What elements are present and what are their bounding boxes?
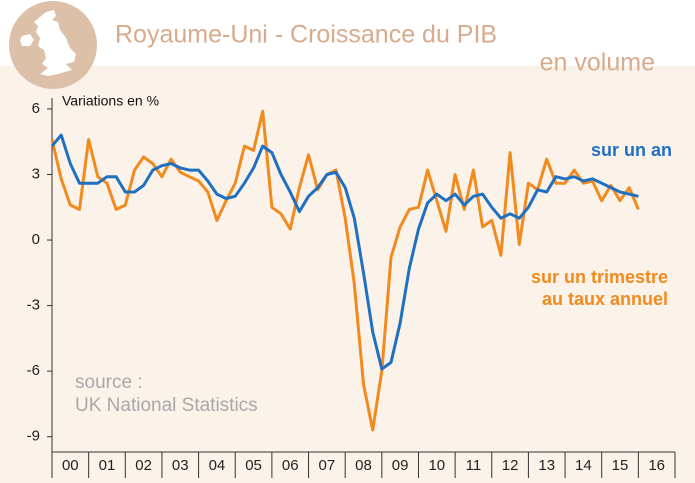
legend-label: sur un trimestre [531,267,668,287]
x-tick-label: 10 [428,457,445,474]
y-tick-label: -3 [27,297,40,314]
x-tick-label: 09 [392,457,409,474]
x-tick-label: 08 [355,457,372,474]
x-tick-label: 13 [538,457,555,474]
x-tick-label: 02 [135,457,152,474]
x-tick-label: 03 [172,457,189,474]
x-tick-label: 14 [575,457,592,474]
x-tick-label: 04 [209,457,226,474]
source-label: source : [75,372,143,393]
chart-title: Royaume-Uni - Croissance du PIB [115,21,497,49]
y-tick-label: -9 [27,428,40,445]
y-axis-label: Variations en % [62,93,159,109]
chart-subtitle: en volume [540,49,655,77]
x-tick-label: 05 [245,457,262,474]
series-line [50,109,640,432]
series-line [50,133,639,371]
y-tick-label: 0 [32,231,40,248]
x-tick-label: 06 [282,457,299,474]
plot-background [0,66,695,483]
legend-label: au taux annuel [542,289,668,309]
x-tick-label: 01 [99,457,116,474]
source-label: UK National Statistics [75,395,258,416]
y-tick-label: -6 [27,362,40,379]
x-tick-label: 07 [319,457,336,474]
x-tick-label: 12 [502,457,519,474]
uk-icon [9,1,97,89]
y-tick-label: 3 [32,165,40,182]
legend-entry: sur un trimestre au taux annuel [531,267,668,309]
x-tick-label: 15 [612,457,629,474]
legend-label: sur un an [591,140,672,160]
x-tick-label: 11 [466,457,482,474]
x-tick-label: 16 [648,457,665,474]
x-tick-label: 00 [62,457,79,474]
y-tick-label: 6 [32,100,40,117]
